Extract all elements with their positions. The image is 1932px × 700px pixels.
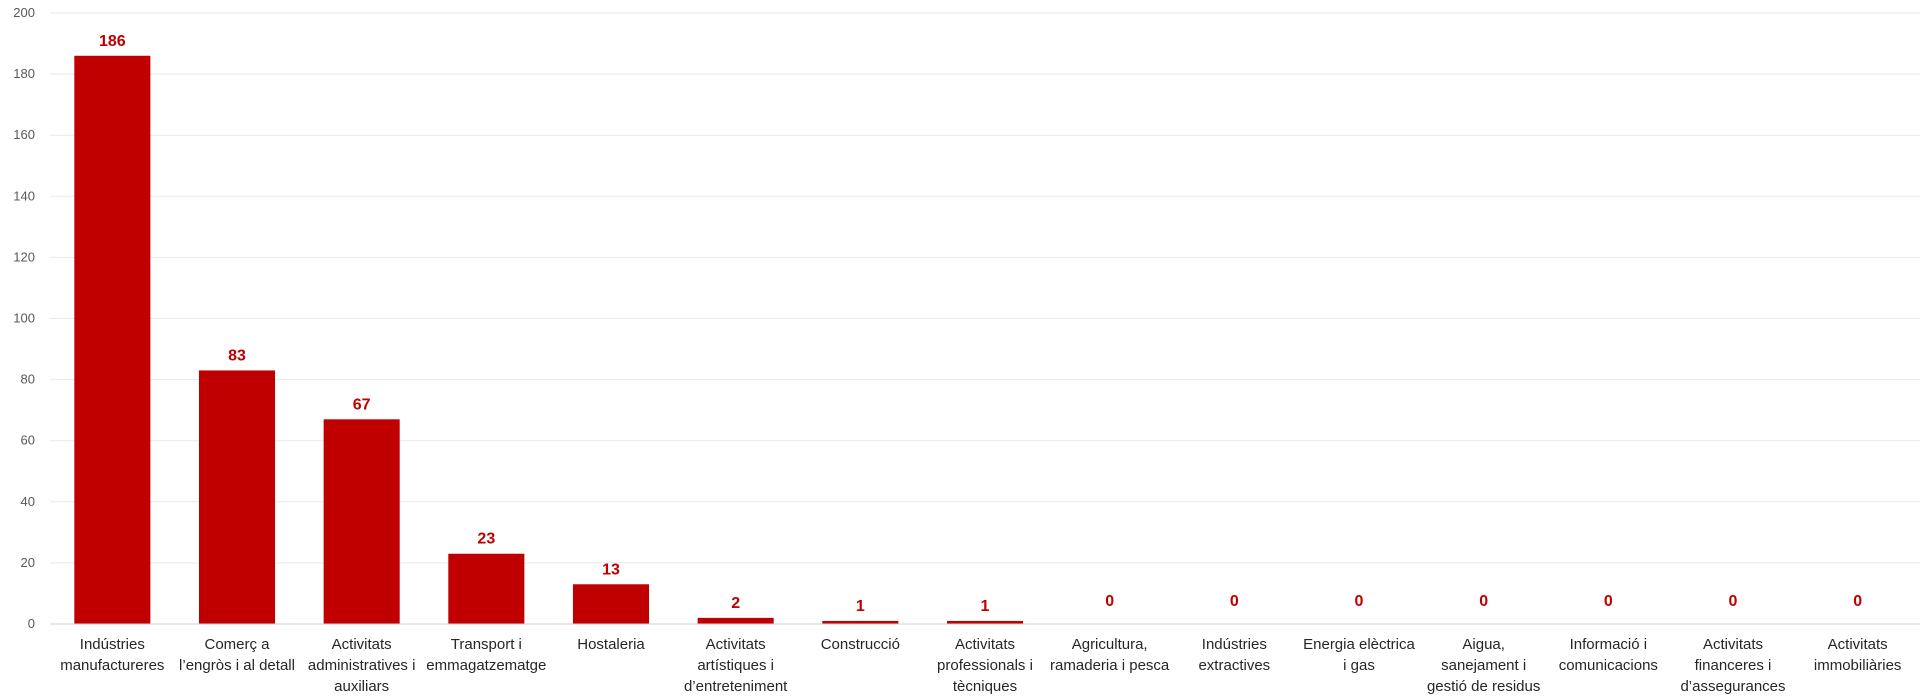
category-label-line: l’engròs i al detall [179,657,295,674]
category-label-line: auxiliars [334,678,389,695]
y-tick-label: 120 [13,249,35,264]
category-label-line: Activitats [706,636,766,653]
category-label: Indústries extractives [1198,636,1270,674]
category-label: Hostaleria [577,636,645,653]
data-label: 0 [1230,593,1239,610]
bar [323,419,400,624]
data-label: 0 [1355,593,1364,610]
data-label: 0 [1105,593,1114,610]
category-label-line: ramaderia i pesca [1050,657,1170,674]
category-label-line: emmagatzematge [426,657,546,674]
category-label: Activitats artístiques i d’entreteniment [684,636,788,695]
category-label-line: Indústries [1202,636,1267,653]
y-tick-label: 0 [28,616,35,631]
category-label-line: tècniques [953,678,1017,695]
bar [572,584,650,624]
category-label: Energia elèctrica i gas [1303,636,1415,674]
bar [448,553,525,624]
category-label-line: extractives [1198,657,1270,674]
category-label-line: d’assegurances [1680,678,1785,695]
category-label: Agricultura, ramaderia i pesca [1050,636,1170,674]
category-label-line: Activitats [1828,636,1888,653]
category-label: Indústries manufactureres [60,636,164,674]
category-label-line: d’entreteniment [684,678,788,695]
bars [74,55,1024,624]
category-label-line: artístiques i [697,657,774,674]
y-tick-label: 180 [13,66,35,81]
category-label-line: Energia elèctrica [1303,636,1415,653]
y-tick-label: 160 [13,127,35,142]
bar [697,617,774,624]
y-tick-label: 100 [13,311,35,326]
category-label-line: sanejament i [1441,657,1526,674]
category-label-line: Activitats [1703,636,1763,653]
category-label: Comerç a l’engròs i al detall [179,636,295,674]
category-label-line: immobiliàries [1814,657,1902,674]
category-label-line: Aigua, [1462,636,1505,653]
y-tick-label: 40 [21,494,35,509]
category-label: Construcció [821,636,900,653]
category-label-line: Transport i [451,636,522,653]
data-label: 1 [981,598,990,615]
data-label: 1 [856,598,865,615]
y-tick-label: 200 [13,5,35,20]
category-label: Aigua, sanejament i gestió de residus [1427,636,1540,695]
data-label: 2 [731,595,740,612]
bar [946,620,1024,624]
category-label: Activitats financeres i d’assegurances [1680,636,1785,695]
data-label: 0 [1604,593,1613,610]
y-tick-label: 80 [21,372,35,387]
category-label-line: Construcció [821,636,900,653]
y-tick-label: 140 [13,188,35,203]
category-label-line: Activitats [955,636,1015,653]
data-label: 13 [602,561,620,578]
y-axis-ticks: 0 20 40 60 80 100 120 140 160 180 200 [13,5,35,631]
y-tick-label: 60 [21,433,35,448]
category-label-line: gestió de residus [1427,678,1540,695]
category-label-line: administratives i [308,657,416,674]
data-label: 186 [99,33,126,50]
y-tick-label: 20 [21,555,35,570]
bar [74,55,151,624]
bar [822,620,899,624]
category-label-line: manufactureres [60,657,164,674]
data-label: 0 [1853,593,1862,610]
category-label-line: Informació i [1570,636,1648,653]
category-label-line: financeres i [1695,657,1772,674]
category-label-line: Comerç a [204,636,270,653]
category-label: Activitats immobiliàries [1814,636,1902,674]
category-label-line: Agricultura, [1072,636,1148,653]
category-label: Activitats professionals i tècniques [937,636,1033,695]
data-label: 0 [1479,593,1488,610]
category-label: Informació i comunicacions [1559,636,1658,674]
category-label-line: Activitats [332,636,392,653]
category-label-line: comunicacions [1559,657,1658,674]
category-label: Transport i emmagatzematge [426,636,546,674]
data-labels: 186 83 67 23 13 2 1 1 0 0 0 0 0 0 0 [99,33,1862,615]
category-label-line: Hostaleria [577,636,645,653]
data-label: 23 [477,531,495,548]
category-labels: Indústries manufactureres Comerç a l’engròs… [60,636,1901,695]
data-label: 0 [1729,593,1738,610]
category-label: Activitats administratives i auxiliars [308,636,416,695]
category-label-line: Indústries [80,636,145,653]
data-label: 83 [228,347,246,364]
category-label-line: professionals i [937,657,1033,674]
category-label-line: i gas [1343,657,1375,674]
data-label: 67 [353,396,371,413]
bar [198,370,276,624]
